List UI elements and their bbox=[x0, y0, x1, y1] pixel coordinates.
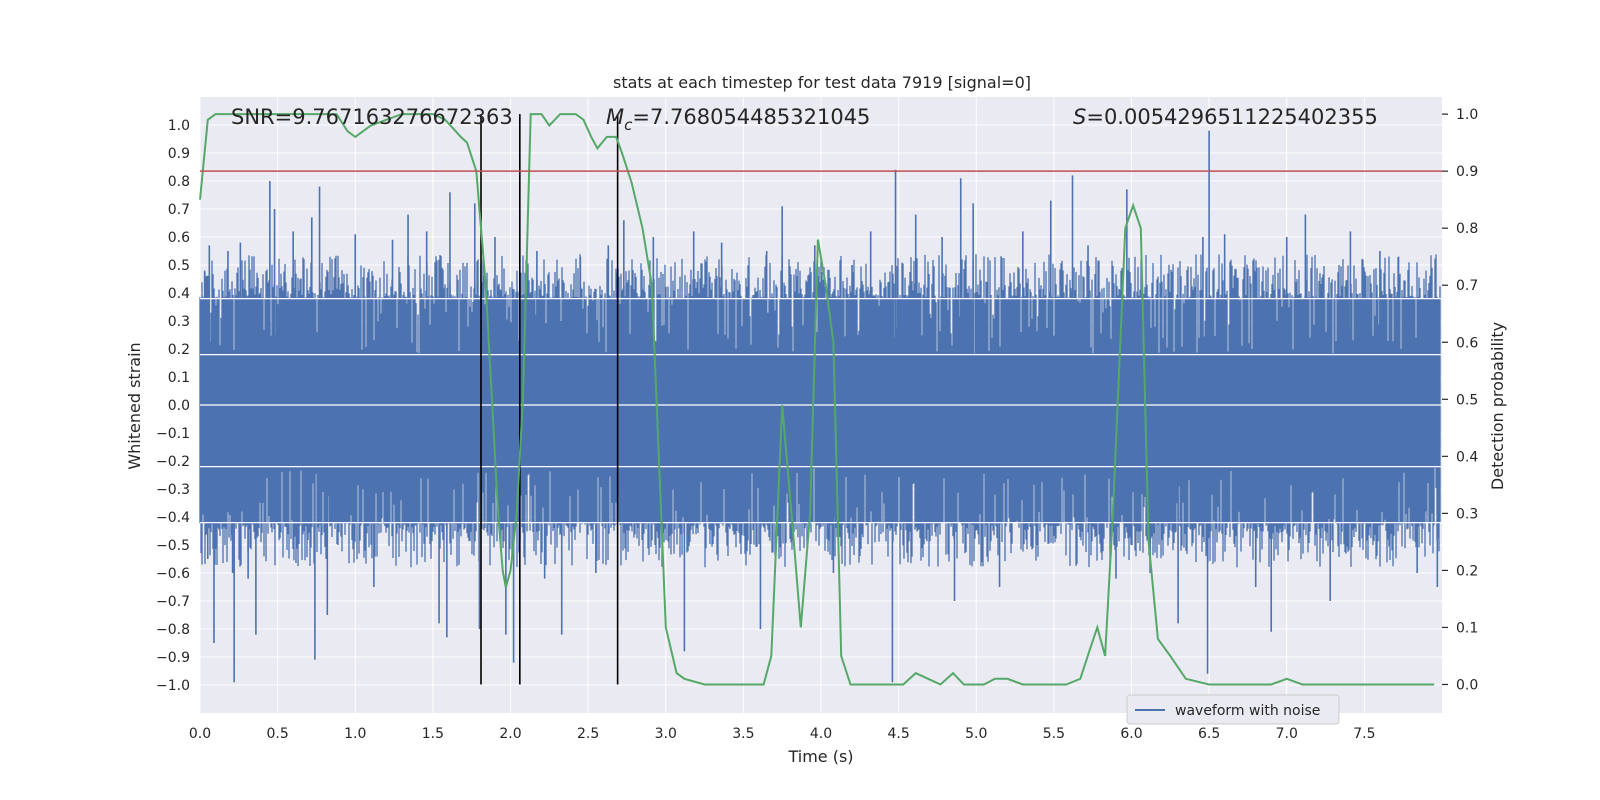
y2-axis-ticks: 1.0 0.9 0.8 0.7 0.6 0.5 0.4 0.3 0.2 0.1 0.0 bbox=[1442, 107, 1478, 693]
y2-tick-label: 0.8 bbox=[1456, 221, 1478, 237]
x-tick-label: 2.0 bbox=[499, 726, 521, 742]
x-tick-label: 3.5 bbox=[732, 726, 754, 742]
chirp-mass-annotation: Mc=7.768054485321045 bbox=[606, 105, 870, 134]
y-tick-label: 0.0 bbox=[168, 398, 190, 414]
y-tick-label: 0.3 bbox=[168, 314, 190, 330]
y-tick-label: −0.9 bbox=[156, 650, 190, 666]
event-markers bbox=[480, 114, 619, 685]
y2-tick-label: 0.9 bbox=[1456, 164, 1478, 180]
y-tick-label: 0.4 bbox=[168, 286, 190, 302]
y-axis-label: Whitened strain bbox=[125, 342, 144, 469]
y-tick-label: 0.1 bbox=[168, 370, 190, 386]
x-tick-label: 6.0 bbox=[1120, 726, 1142, 742]
y2-tick-label: 0.3 bbox=[1456, 506, 1478, 522]
x-axis-ticks: 0.0 0.5 1.0 1.5 2.0 2.5 3.0 3.5 4.0 4.5 5.0 5.5 6.0 6… bbox=[189, 726, 1376, 742]
x-tick-label: 1.0 bbox=[344, 726, 366, 742]
x-axis-label: Time (s) bbox=[787, 747, 853, 766]
y-axis-ticks: 1.0 0.9 0.8 0.7 0.6 0.5 0.4 0.3 0.2 0.1 0.0 −0.1 −0.… bbox=[156, 118, 190, 694]
probability-series bbox=[199, 113, 1435, 686]
snr-annotation: SNR=9.767163276672363 bbox=[231, 105, 513, 129]
y-tick-label: 0.8 bbox=[168, 174, 190, 190]
y-tick-label: −1.0 bbox=[156, 678, 190, 694]
y-tick-label: −0.4 bbox=[156, 510, 190, 526]
y2-tick-label: 0.1 bbox=[1456, 620, 1478, 636]
y-tick-label: −0.1 bbox=[156, 426, 190, 442]
chirp-mass-value: =7.768054485321045 bbox=[632, 105, 870, 129]
horizontal-reference-lines bbox=[200, 298, 1442, 524]
y2-tick-label: 0.4 bbox=[1456, 449, 1478, 465]
y-tick-label: −0.6 bbox=[156, 566, 190, 582]
chirp-mass-symbol: M bbox=[606, 105, 624, 129]
x-tick-label: 7.0 bbox=[1276, 726, 1298, 742]
y-tick-label: −0.3 bbox=[156, 482, 190, 498]
y-tick-label: 0.5 bbox=[168, 258, 190, 274]
x-tick-label: 4.0 bbox=[810, 726, 832, 742]
y2-tick-label: 0.0 bbox=[1456, 677, 1478, 693]
y2-tick-label: 0.5 bbox=[1456, 392, 1478, 408]
x-tick-label: 0.0 bbox=[189, 726, 211, 742]
y2-tick-label: 0.2 bbox=[1456, 563, 1478, 579]
y2-tick-label: 0.6 bbox=[1456, 335, 1478, 351]
x-tick-label: 1.5 bbox=[422, 726, 444, 742]
y-tick-label: 0.7 bbox=[168, 202, 190, 218]
s-value: =0.0054296511225402355 bbox=[1086, 105, 1378, 129]
legend-box bbox=[1126, 694, 1340, 725]
y2-axis-label: Detection probability bbox=[1488, 322, 1507, 490]
x-tick-label: 2.5 bbox=[577, 726, 599, 742]
chart-title: stats at each timestep for test data 791… bbox=[613, 73, 1031, 92]
s-annotation: S=0.0054296511225402355 bbox=[1073, 105, 1378, 129]
y-tick-label: −0.8 bbox=[156, 622, 190, 638]
y2-tick-label: 1.0 bbox=[1456, 107, 1478, 123]
y-tick-label: −0.5 bbox=[156, 538, 190, 554]
y-tick-label: −0.7 bbox=[156, 594, 190, 610]
chirp-mass-subscript: c bbox=[624, 116, 633, 134]
y-tick-label: 0.9 bbox=[168, 146, 190, 162]
y-tick-label: 0.2 bbox=[168, 342, 190, 358]
s-symbol: S bbox=[1073, 105, 1086, 129]
x-tick-label: 5.0 bbox=[965, 726, 987, 742]
x-tick-label: 5.5 bbox=[1043, 726, 1065, 742]
x-tick-label: 4.5 bbox=[887, 726, 909, 742]
waveform-band bbox=[199, 254, 1441, 568]
y-tick-label: 0.6 bbox=[168, 230, 190, 246]
x-tick-label: 6.5 bbox=[1198, 726, 1220, 742]
legend-label: waveform with noise bbox=[1175, 703, 1320, 719]
y-tick-label: −0.2 bbox=[156, 454, 190, 470]
x-tick-label: 3.0 bbox=[655, 726, 677, 742]
x-tick-label: 7.5 bbox=[1353, 726, 1375, 742]
legend: waveform with noise bbox=[1126, 694, 1340, 725]
probability-line bbox=[199, 113, 1435, 686]
y2-tick-label: 0.7 bbox=[1456, 278, 1478, 294]
y-tick-label: 1.0 bbox=[168, 118, 190, 134]
x-tick-label: 0.5 bbox=[266, 726, 288, 742]
